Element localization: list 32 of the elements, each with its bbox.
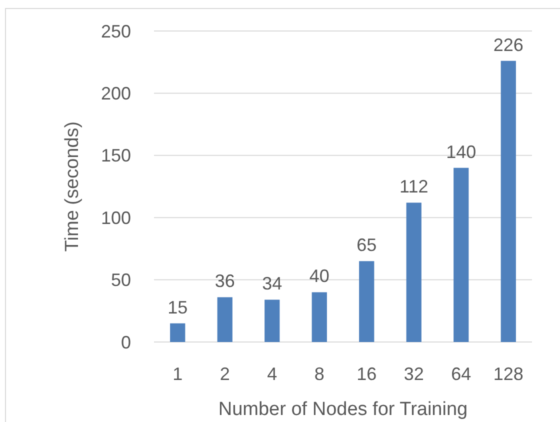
x-tick-label: 1 (172, 364, 183, 384)
data-label: 36 (214, 271, 235, 292)
bar (264, 300, 280, 342)
bar (217, 297, 232, 342)
x-tick-label: 64 (451, 364, 472, 384)
x-axis-title: Number of Nodes for Training (218, 399, 468, 420)
data-label: 40 (309, 266, 330, 286)
data-label: 15 (168, 297, 188, 318)
y-tick-label: 250 (100, 21, 131, 42)
x-tick-label: 8 (314, 364, 324, 384)
data-label: 65 (356, 235, 377, 256)
data-label: 140 (446, 142, 476, 162)
x-tick-label: 32 (404, 364, 424, 384)
bar (359, 261, 374, 342)
y-tick-label: 200 (100, 84, 131, 104)
x-tick-label: 16 (356, 364, 377, 384)
x-tick-label: 2 (220, 364, 230, 384)
bar (454, 168, 469, 342)
y-tick-label: 100 (100, 208, 131, 228)
data-label: 112 (400, 176, 428, 197)
y-axis-title: Time (seconds) (62, 121, 83, 252)
bar (406, 202, 422, 342)
bar (312, 292, 327, 342)
y-tick-label: 0 (120, 332, 131, 352)
data-label: 34 (262, 274, 282, 294)
y-tick-label: 150 (100, 146, 131, 166)
bar (170, 323, 186, 342)
x-tick-label: 128 (493, 364, 524, 384)
data-label: 226 (493, 34, 524, 55)
bar (500, 60, 516, 342)
y-tick-label: 50 (110, 270, 131, 290)
x-tick-label: 4 (267, 364, 278, 384)
